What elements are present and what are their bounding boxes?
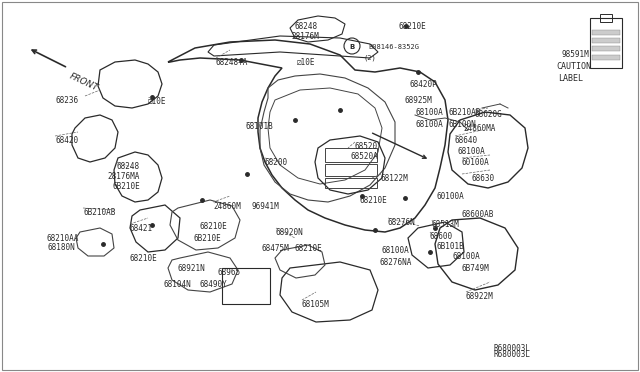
Text: 68490Y: 68490Y	[199, 280, 227, 289]
Bar	[592, 55, 620, 60]
Text: 68180N: 68180N	[47, 243, 75, 252]
Text: 6B210AB: 6B210AB	[83, 208, 115, 217]
Text: 68640: 68640	[455, 136, 478, 145]
Text: B: B	[349, 44, 355, 50]
Bar	[325, 164, 377, 176]
Text: 68236: 68236	[55, 96, 78, 105]
Text: 6B749M: 6B749M	[462, 264, 490, 273]
Text: 68920N: 68920N	[276, 228, 304, 237]
Text: 68105M: 68105M	[302, 300, 330, 309]
Text: 68630: 68630	[472, 174, 495, 183]
Text: 28176M: 28176M	[291, 32, 319, 41]
Text: 68475M: 68475M	[262, 244, 290, 253]
Text: 68210E: 68210E	[130, 254, 157, 263]
Bar	[600, 14, 612, 22]
Text: 68421: 68421	[130, 224, 153, 233]
Text: ⚂10E: ⚂10E	[297, 58, 316, 67]
Text: 68248+A: 68248+A	[216, 58, 248, 67]
Text: 68276N: 68276N	[388, 218, 416, 227]
Text: 68248: 68248	[116, 162, 139, 171]
Bar	[592, 30, 620, 35]
Text: 24860MA: 24860MA	[463, 124, 495, 133]
Text: 68925M: 68925M	[405, 96, 433, 105]
Text: 68420P: 68420P	[410, 80, 438, 89]
Text: LABEL: LABEL	[558, 74, 583, 83]
Text: 68922M: 68922M	[466, 292, 493, 301]
Text: 68210E: 68210E	[199, 222, 227, 231]
Text: 68100A: 68100A	[416, 120, 444, 129]
Text: 68100A: 68100A	[416, 108, 444, 117]
Text: 96941M: 96941M	[252, 202, 280, 211]
Text: 68210E: 68210E	[295, 244, 323, 253]
Text: 68520: 68520	[355, 142, 378, 151]
Text: 60100A: 60100A	[462, 158, 490, 167]
Text: 68620G: 68620G	[475, 110, 503, 119]
Text: 6B101B: 6B101B	[437, 242, 465, 251]
Text: 68248: 68248	[295, 22, 318, 31]
Text: 24860M: 24860M	[213, 202, 241, 211]
Text: B08146-8352G: B08146-8352G	[368, 44, 419, 50]
Text: 6B210E: 6B210E	[194, 234, 221, 243]
Text: 68100A: 68100A	[382, 246, 410, 255]
Text: 60100A: 60100A	[437, 192, 465, 201]
Text: 98591M: 98591M	[562, 50, 589, 59]
Bar	[325, 148, 377, 162]
Text: 68921N: 68921N	[178, 264, 205, 273]
Text: ⚂10E: ⚂10E	[148, 97, 166, 106]
Text: 28176MA: 28176MA	[107, 172, 140, 181]
Text: 68122M: 68122M	[381, 174, 409, 183]
Text: 68104N: 68104N	[163, 280, 191, 289]
Text: 6B210E: 6B210E	[112, 182, 140, 191]
Text: 68210AA: 68210AA	[46, 234, 78, 243]
Text: 68100A: 68100A	[458, 147, 486, 156]
Text: R680003L: R680003L	[494, 350, 531, 359]
Text: 6B210AB: 6B210AB	[449, 108, 481, 117]
Text: 68210E: 68210E	[360, 196, 388, 205]
Text: 68520A: 68520A	[351, 152, 379, 161]
Bar	[592, 38, 620, 43]
Text: 68101B: 68101B	[246, 122, 274, 131]
Text: 68200: 68200	[265, 158, 288, 167]
Text: CAUTION: CAUTION	[556, 62, 591, 71]
Bar	[325, 178, 377, 188]
Text: 68513M: 68513M	[432, 220, 460, 229]
Bar	[590, 18, 622, 68]
Text: 68100A: 68100A	[453, 252, 481, 261]
Text: 68600AB: 68600AB	[462, 210, 494, 219]
Bar	[222, 268, 270, 304]
Text: 68965: 68965	[217, 268, 240, 277]
Text: (2): (2)	[364, 54, 377, 61]
Text: 6B100N: 6B100N	[449, 120, 477, 129]
Text: 68210E: 68210E	[399, 22, 427, 31]
Text: 68276NA: 68276NA	[380, 258, 412, 267]
Text: 68420: 68420	[55, 136, 78, 145]
Text: R680003L: R680003L	[494, 344, 531, 353]
Bar	[592, 46, 620, 51]
Text: FRONT: FRONT	[68, 72, 100, 93]
Text: 68600: 68600	[430, 232, 453, 241]
